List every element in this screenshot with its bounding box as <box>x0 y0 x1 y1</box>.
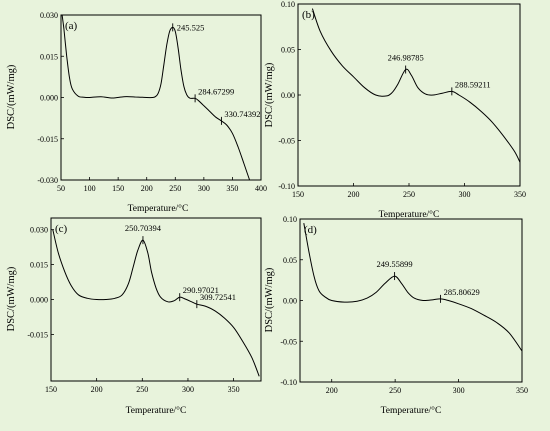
x-tick-label-a: 200 <box>141 184 153 193</box>
x-tick-label-a: 100 <box>84 184 96 193</box>
y-tick-label-d: -0.05 <box>280 337 297 346</box>
y-tick-label-c: 0.015 <box>30 261 48 270</box>
peak-label-c: 290.97021 <box>183 285 219 295</box>
peak-label-a: 284.67299 <box>198 86 234 96</box>
dsc-curve-d <box>303 223 522 352</box>
y-tick-label-b: -0.05 <box>278 137 295 146</box>
x-tick-label-a: 350 <box>226 184 238 193</box>
y-tick-label-c: 0.030 <box>30 226 48 235</box>
y-tick-label-c: 0.000 <box>30 296 48 305</box>
panel-d: 200 250 300 350 -0.10 -0.05 0.00 0.05 0.10 249.55… <box>264 215 528 416</box>
peak-label-b: 246.98785 <box>388 53 424 63</box>
peak-label-a: 245.525 <box>177 22 205 32</box>
panel-label-a: (a) <box>65 20 78 32</box>
y-tick-label-b: 0.10 <box>281 0 295 9</box>
x-tick-label-b: 250 <box>403 190 415 199</box>
dsc-curve-a <box>61 15 251 180</box>
x-tick-label-a: 400 <box>255 184 267 193</box>
x-tick-label-c: 300 <box>182 385 194 394</box>
plot-area-b <box>297 3 521 187</box>
x-tick-label-d: 300 <box>453 386 465 395</box>
x-tick-label-d: 200 <box>326 386 338 395</box>
y-tick-label-a: -0.030 <box>37 176 58 185</box>
x-tick-label-c: 200 <box>91 385 103 394</box>
x-tick-label-b: 200 <box>348 190 360 199</box>
x-tick-label-c: 250 <box>136 385 148 394</box>
y-tick-label-b: 0.05 <box>281 46 295 55</box>
peak-label-a: 330.74392 <box>224 109 260 119</box>
y-tick-label-b: 0.00 <box>281 91 295 100</box>
panel-label-c: (c) <box>55 223 68 235</box>
x-tick-label-d: 250 <box>389 386 401 395</box>
dsc-curve-b <box>311 8 520 163</box>
x-tick-label-a: 150 <box>112 184 124 193</box>
x-axis-title-d: Temperature/°C <box>381 405 442 416</box>
panel-a: 50 100 150 200 250 300 350 400 -0.030 -0.015 0.000… <box>6 11 267 214</box>
peak-label-d: 285.80629 <box>444 287 480 297</box>
panel-label-b: (b) <box>302 9 315 21</box>
x-tick-label-c: 350 <box>228 385 240 394</box>
y-tick-label-d: 0.05 <box>283 256 297 265</box>
peak-label-b: 288.59211 <box>455 79 491 89</box>
x-axis-title-c: Temperature/°C <box>126 405 187 416</box>
y-tick-label-c: -0.015 <box>27 330 48 339</box>
y-tick-label-a: 0.030 <box>40 11 58 20</box>
y-axis-title-c: DSC/(mW/mg) <box>6 266 17 331</box>
y-tick-label-a: 0.000 <box>40 94 58 103</box>
x-tick-label-c: 150 <box>45 385 57 394</box>
y-axis-title-b: DSC/(mW/mg) <box>264 62 275 127</box>
x-axis-title-a: Temperature/°C <box>128 203 189 214</box>
x-tick-label-a: 300 <box>198 184 210 193</box>
x-tick-label-b: 300 <box>459 190 471 199</box>
y-tick-label-d: -0.10 <box>280 378 297 387</box>
y-tick-label-d: 0.00 <box>283 297 297 306</box>
y-tick-label-b: -0.10 <box>278 182 295 191</box>
x-axis-title-b: Temperature/°C <box>379 209 440 220</box>
y-axis-title-d: DSC/(mW/mg) <box>264 267 275 332</box>
peak-label-c: 250.70394 <box>125 223 162 233</box>
dsc-curve-c <box>52 229 260 377</box>
x-tick-label-a: 50 <box>57 184 65 193</box>
panel-label-d: (d) <box>304 224 317 236</box>
y-tick-label-a: 0.015 <box>40 52 58 61</box>
x-tick-label-b: 350 <box>514 190 526 199</box>
peak-label-c: 309.72541 <box>200 292 236 302</box>
x-tick-label-a: 250 <box>169 184 181 193</box>
y-tick-label-d: 0.10 <box>283 215 297 224</box>
y-axis-title-a: DSC/(mW/mg) <box>6 64 17 129</box>
panel-b: 150 200 250 300 350 -0.10 -0.05 0.00 0.05 0.10 246… <box>264 0 526 220</box>
x-tick-label-b: 150 <box>292 190 304 199</box>
y-tick-label-a: -0.015 <box>37 135 58 144</box>
peak-label-d: 249.55899 <box>377 259 413 269</box>
panel-c: 150 200 250 300 350 -0.015 0.000 0.015 0.030 250.… <box>6 217 262 416</box>
x-tick-label-d: 350 <box>516 386 528 395</box>
